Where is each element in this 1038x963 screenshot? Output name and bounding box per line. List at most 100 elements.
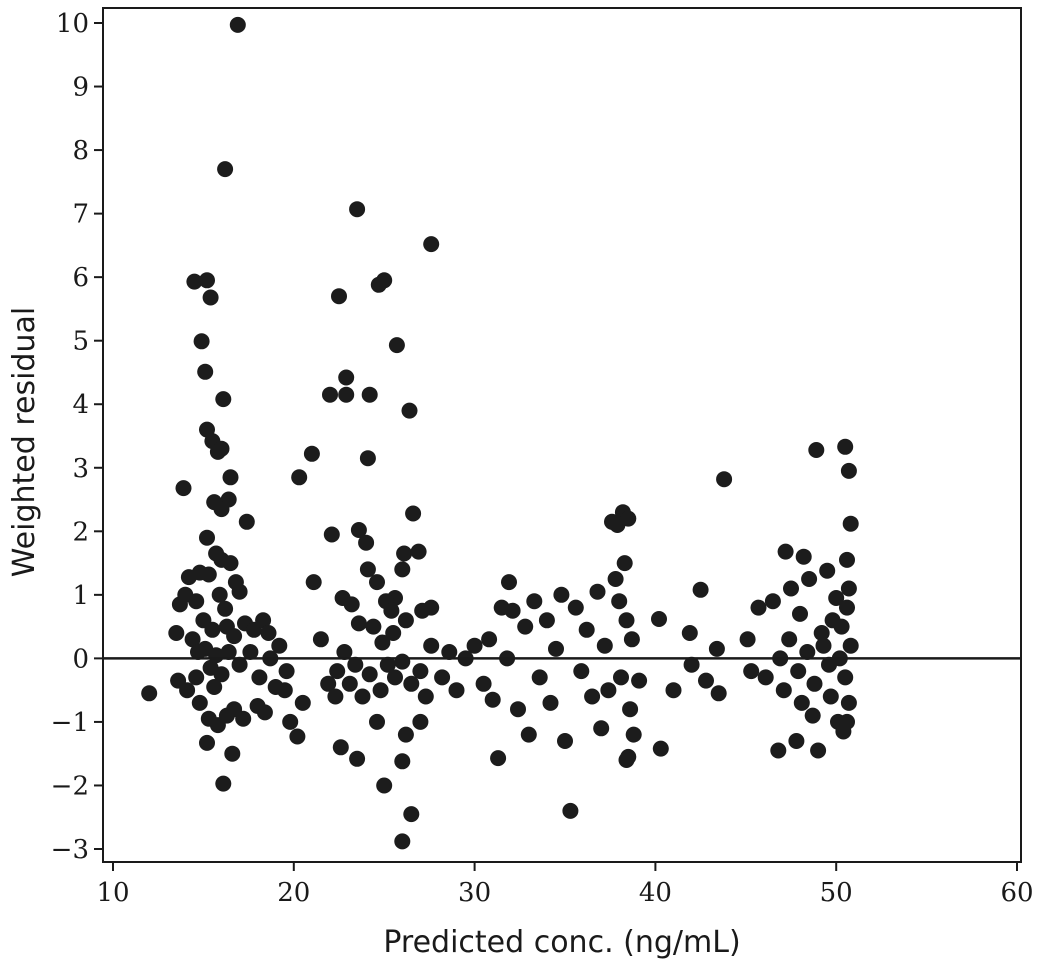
data-point — [251, 669, 268, 686]
data-point — [397, 726, 414, 743]
data-point — [403, 806, 420, 823]
data-point — [412, 663, 429, 680]
data-point — [423, 637, 440, 654]
x-tick-label: 40 — [639, 878, 672, 908]
data-point — [343, 596, 360, 613]
data-point — [607, 571, 624, 587]
data-point — [792, 605, 808, 622]
data-point — [822, 688, 839, 705]
data-point — [211, 586, 228, 603]
data-point — [405, 505, 422, 522]
x-tick-label: 20 — [277, 878, 310, 908]
y-tick-label: 0 — [72, 644, 89, 674]
data-point — [256, 704, 273, 721]
data-point — [231, 656, 248, 673]
y-tick-label: 1 — [72, 581, 89, 611]
data-point — [350, 615, 367, 632]
data-point — [578, 621, 595, 638]
data-point — [481, 631, 498, 648]
data-point — [596, 637, 613, 654]
data-point — [217, 161, 234, 178]
data-point — [423, 236, 440, 253]
data-point — [842, 515, 859, 532]
data-point — [336, 644, 353, 660]
data-point — [441, 644, 458, 660]
data-point — [538, 612, 555, 629]
data-point — [490, 750, 507, 767]
data-point — [394, 561, 411, 578]
data-point — [770, 742, 787, 759]
data-point — [777, 543, 794, 560]
data-point — [548, 640, 564, 657]
plot-frame — [102, 7, 1022, 863]
data-point — [681, 625, 698, 641]
data-point — [199, 734, 215, 751]
data-point — [835, 723, 852, 740]
data-point — [412, 713, 429, 730]
data-point — [828, 590, 845, 606]
data-point — [593, 720, 610, 737]
data-point — [379, 656, 396, 673]
data-point — [790, 663, 807, 680]
data-point — [815, 637, 832, 654]
data-point — [466, 637, 483, 654]
data-point — [206, 679, 223, 695]
data-point — [332, 739, 349, 756]
data-point — [423, 599, 440, 616]
y-axis-title: Weighted residual — [7, 307, 42, 577]
data-point — [289, 728, 306, 745]
data-point — [842, 637, 859, 654]
data-point — [716, 471, 733, 488]
data-point — [361, 666, 378, 683]
data-point — [372, 682, 389, 699]
data-point — [839, 551, 855, 568]
data-point — [840, 580, 857, 597]
data-point — [141, 685, 158, 702]
data-point — [804, 707, 821, 724]
data-point — [188, 593, 205, 610]
data-point — [376, 777, 393, 794]
x-tick-label: 50 — [820, 878, 853, 908]
data-point — [231, 583, 248, 600]
data-point — [799, 644, 816, 660]
y-tick-label: 6 — [72, 263, 89, 293]
data-point — [839, 599, 855, 616]
y-tick-label: −1 — [51, 708, 89, 738]
data-point — [394, 833, 411, 850]
data-point — [616, 555, 633, 572]
data-point — [801, 571, 818, 587]
data-point — [504, 602, 521, 619]
data-point — [589, 583, 606, 600]
data-point — [303, 445, 320, 462]
data-point — [795, 548, 812, 565]
data-points — [141, 16, 859, 850]
data-point — [229, 16, 246, 33]
data-point — [213, 501, 230, 518]
data-point — [611, 593, 628, 610]
data-point — [710, 685, 727, 702]
data-point — [204, 621, 221, 638]
data-point — [276, 682, 293, 699]
data-point — [387, 669, 403, 686]
data-point — [553, 586, 570, 603]
data-point — [625, 726, 642, 743]
data-point — [369, 574, 385, 591]
data-point — [323, 526, 340, 543]
x-axis-title: Predicted conc. (ng/mL) — [383, 925, 740, 960]
data-point — [322, 386, 338, 403]
data-point — [255, 612, 272, 629]
x-tick-label: 60 — [1000, 878, 1033, 908]
data-point — [840, 462, 857, 479]
data-point — [331, 288, 347, 305]
data-point — [260, 625, 277, 641]
x-tick-label: 30 — [458, 878, 491, 908]
data-point — [600, 682, 617, 699]
data-point — [819, 562, 836, 579]
data-point — [397, 612, 414, 629]
data-point — [190, 644, 206, 660]
data-point — [349, 201, 366, 218]
y-tick-label: −3 — [51, 835, 89, 865]
data-point — [349, 750, 366, 767]
data-point — [542, 694, 559, 711]
data-point — [840, 694, 857, 711]
